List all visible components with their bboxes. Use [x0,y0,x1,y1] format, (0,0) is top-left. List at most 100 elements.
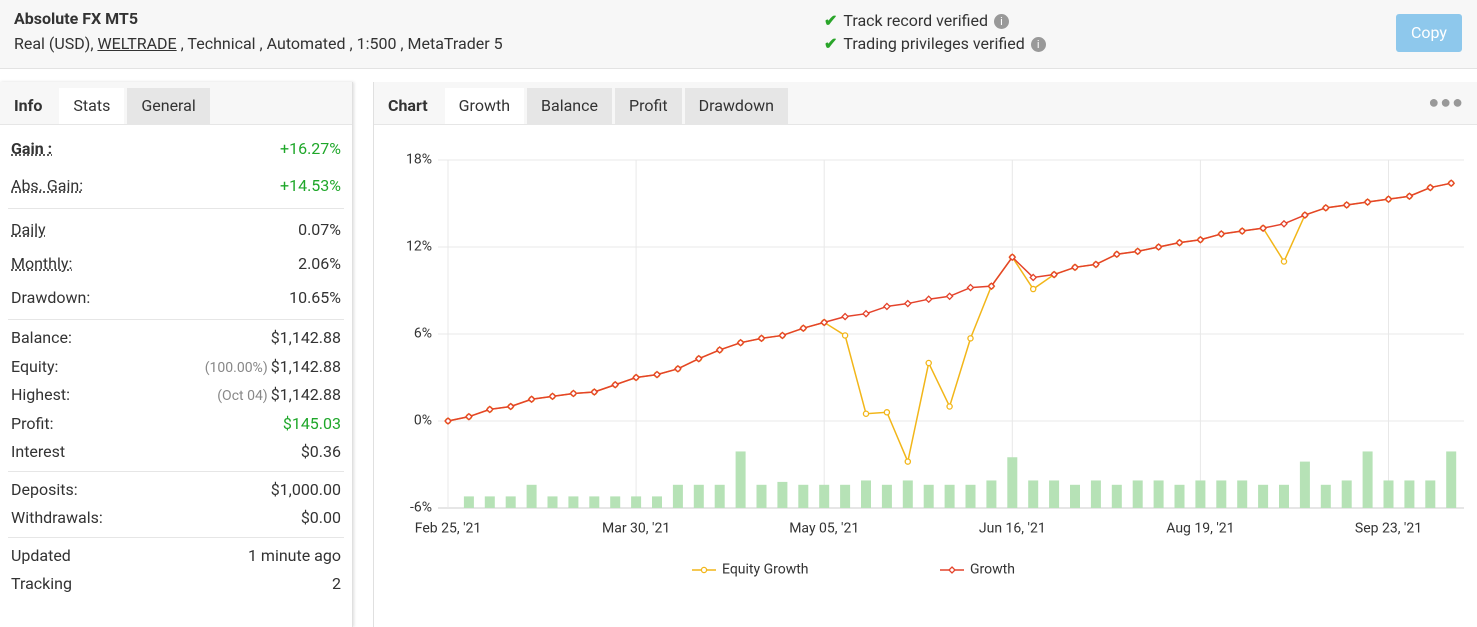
tab[interactable]: General [127,88,210,124]
point [485,405,494,414]
point [1196,235,1205,244]
bar [714,484,725,508]
stat-group: Deposits: $1,000.00 Withdrawals: $0.00 [8,472,344,538]
point [1029,285,1037,293]
header: Absolute FX MT5 Real (USD), WELTRADE , T… [0,0,1477,69]
point [1154,243,1163,251]
point [1426,183,1435,192]
stat-value: +14.53% [280,176,341,195]
point [1091,260,1100,269]
stat-value: 2.06% [298,254,341,273]
x-tick-label: Jun 16, '21 [979,521,1046,537]
stat-row: Interest $0.36 [8,438,344,467]
y-tick-label: 18% [406,152,432,168]
bar [1341,480,1352,508]
stat-value-wrap: 10.65% [289,281,341,315]
point [611,380,620,389]
bar [1404,480,1415,508]
bar [1174,484,1185,508]
point [967,335,974,342]
point [882,302,891,311]
title: Absolute FX MT5 [14,9,139,28]
stat-label: Gain : [11,139,53,158]
menu[interactable]: ●●● [1428,92,1464,113]
point [1008,253,1017,262]
tab[interactable]: Stats [59,88,125,124]
broker-link[interactable]: WELTRADE [97,34,177,53]
verification: ✔ Trading privileges verified i [824,34,1046,53]
point [862,309,870,318]
stat-value-wrap: (100.00%) $1,142.88 [205,353,341,382]
stat-row: Gain : +16.27% [8,130,344,167]
tab[interactable]: Growth [444,88,525,124]
stat-label: Deposits: [11,479,78,499]
bar [526,484,537,508]
bar [463,496,474,508]
stat-value: 2 [332,574,341,593]
point [1071,263,1079,272]
bar [1028,480,1039,508]
point [1363,198,1372,206]
stat-value: $1,000.00 [270,479,341,499]
point [1217,230,1226,238]
bar [672,484,683,508]
point [903,299,912,308]
stat-label: Interest [11,442,66,461]
stat-label: Equity: [11,356,59,376]
stat-label: Profit: [11,413,54,433]
bar [1216,480,1227,508]
legend-label[interactable]: Equity Growth [722,562,809,578]
point [1029,273,1038,282]
bar [1111,484,1122,508]
bar [1237,480,1248,508]
point [444,417,452,425]
subtitle: Real (USD), WELTRADE , Technical , Autom… [14,34,503,53]
point [1447,179,1456,188]
stat-value: $1,142.88 [270,385,341,404]
point [632,373,641,382]
bar [1299,461,1310,508]
bar [986,480,997,508]
copy-button[interactable]: Copy [1396,14,1462,52]
point [590,388,599,396]
x-tick-label: Sep 23, '21 [1355,521,1422,537]
stat-value: $1,142.88 [270,328,341,347]
line [447,182,1452,465]
point [1050,270,1059,279]
bar [798,484,809,508]
point [1342,201,1351,209]
stat-label: Updated [11,545,71,565]
stat-row: Tracking 2 [8,570,344,599]
tab[interactable]: Profit [614,88,682,124]
stat-value-wrap: +16.27% [280,130,341,167]
point [464,412,473,421]
point [820,318,829,327]
bar [1258,484,1269,508]
x-tick-label: Mar 30, '21 [602,521,670,537]
bar [631,496,642,508]
stat-value-wrap: 0.07% [298,213,341,247]
chart-tabs: Chart Growth Balance Profit Drawdown [374,82,1477,125]
stat-value: 10.65% [289,288,341,307]
tab[interactable]: Info [14,96,43,115]
point [904,458,912,465]
bar [505,496,516,508]
stat-value-wrap: $145.03 [283,410,341,439]
point [694,354,703,363]
y-tick-label: 0% [414,413,432,429]
stat-value-wrap: (Oct 04) $1,142.88 [217,381,341,410]
point [1405,192,1414,201]
stat-row: Updated 1 minute ago [8,542,344,571]
y-tick-label: 6% [414,326,432,342]
tab[interactable]: Balance [527,88,612,124]
legend-label[interactable]: Growth [970,562,1015,578]
tab[interactable]: Drawdown [684,88,788,124]
stat-row: Withdrawals: $0.00 [8,504,344,533]
x-tick-label: May 05, '21 [789,521,859,537]
point [841,332,849,339]
left-panel: Info Stats General Gain : +16.27% Abs. Gain:… [0,82,353,627]
bar [652,496,662,508]
account: Real (USD), [14,34,94,53]
stat-label: Tracking [11,574,72,593]
